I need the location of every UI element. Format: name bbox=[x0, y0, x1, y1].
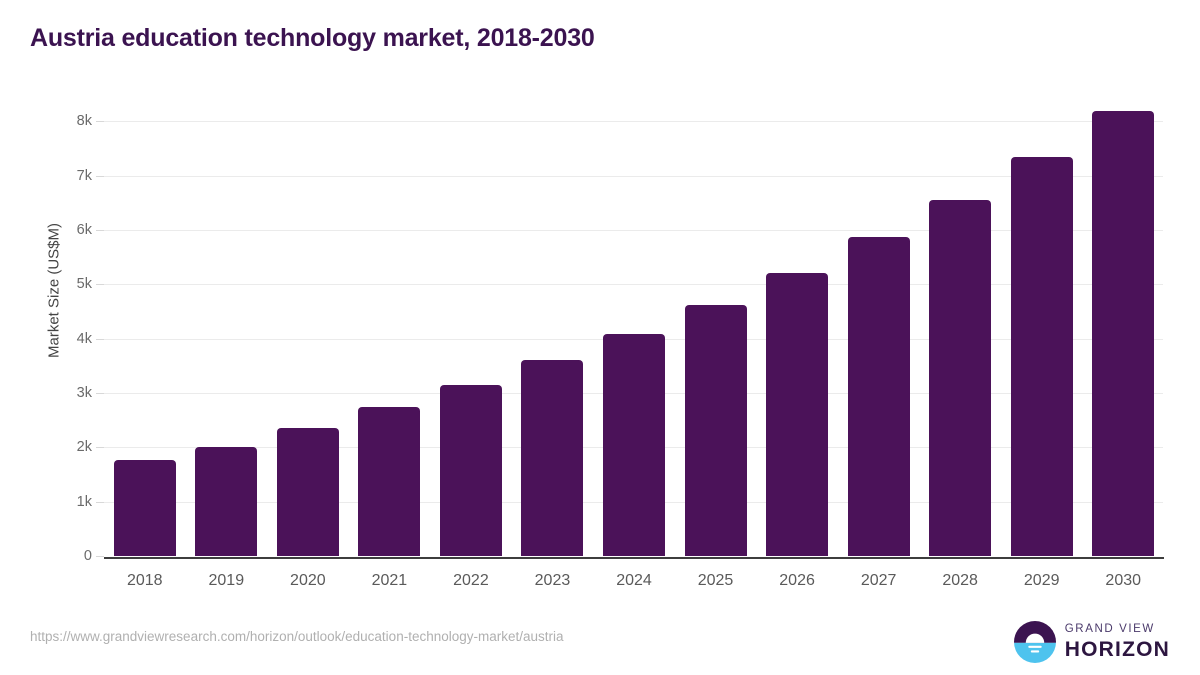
x-axis-tick-label: 2023 bbox=[534, 572, 571, 589]
bar-2024[interactable] bbox=[603, 334, 665, 556]
x-axis-tick-label: 2028 bbox=[942, 572, 978, 589]
bar-2025[interactable] bbox=[684, 304, 747, 556]
bar-2020[interactable] bbox=[276, 427, 339, 556]
bar-2030[interactable] bbox=[1092, 111, 1155, 556]
y-axis-tick-mark bbox=[96, 393, 104, 394]
bar-2028[interactable] bbox=[929, 200, 992, 556]
x-axis-tick-label: 2029 bbox=[1023, 572, 1060, 589]
y-axis-tick-mark bbox=[96, 230, 104, 232]
gridline bbox=[104, 121, 1163, 123]
y-axis-tick-label: 4k bbox=[76, 330, 92, 347]
y-axis-tick-label: 1k bbox=[76, 493, 92, 510]
y-axis-tick-label: 6k bbox=[76, 222, 92, 239]
bar-2027[interactable] bbox=[847, 237, 910, 556]
bar-2021[interactable] bbox=[358, 407, 421, 556]
x-axis-tick-label: 2019 bbox=[208, 572, 245, 589]
x-axis-tick-labels: 2018 2019 2020 2021 2022 2023 2024 2025 2026 2027… bbox=[104, 572, 1164, 596]
x-axis-tick-label: 2025 bbox=[697, 572, 734, 589]
bar-2029[interactable] bbox=[1010, 157, 1073, 556]
gridline bbox=[104, 175, 1163, 177]
x-axis-line bbox=[104, 557, 1164, 559]
y-axis-tick-mark bbox=[96, 556, 104, 557]
x-axis-tick-label: 2024 bbox=[616, 572, 652, 589]
bar-2022[interactable] bbox=[439, 384, 502, 556]
bar-2026[interactable] bbox=[766, 272, 829, 556]
y-axis-tick-label: 7k bbox=[76, 167, 92, 184]
y-axis-tick-mark bbox=[96, 447, 104, 449]
y-axis-tick-label: 5k bbox=[76, 276, 92, 293]
y-axis-tick-mark bbox=[96, 121, 104, 123]
gridline bbox=[104, 284, 1163, 286]
gridline bbox=[104, 230, 1163, 232]
bars-group bbox=[104, 0, 1164, 675]
grand-view-horizon-logo[interactable]: GRAND VIEW HORIZON bbox=[1013, 620, 1170, 664]
y-axis-tick-label: 0 bbox=[83, 548, 92, 564]
x-axis-tick-label: 2021 bbox=[371, 572, 408, 589]
horizon-circle-icon bbox=[1013, 621, 1056, 663]
logo-line-horizon: HORIZON bbox=[1064, 638, 1170, 662]
y-axis-tick-label: 8k bbox=[76, 113, 92, 130]
x-axis-tick-label: 2030 bbox=[1105, 572, 1142, 589]
y-axis-tick-label: 2k bbox=[76, 439, 92, 456]
x-axis-tick-label: 2020 bbox=[290, 572, 326, 589]
bar-2018[interactable] bbox=[113, 459, 176, 556]
y-axis-tick-mark bbox=[96, 284, 104, 286]
bar-2023[interactable] bbox=[521, 360, 584, 556]
y-axis-tick-mark bbox=[96, 501, 104, 503]
source-url[interactable]: https://www.grandviewresearch.com/horizo… bbox=[30, 629, 564, 644]
logo-line-grand-view: GRAND VIEW bbox=[1064, 622, 1155, 635]
logo-wordmark: GRAND VIEW HORIZON bbox=[1064, 622, 1170, 662]
x-axis-tick-label: 2026 bbox=[779, 572, 815, 589]
x-axis-tick-label: 2022 bbox=[453, 572, 489, 589]
page-title: Austria education technology market, 201… bbox=[30, 24, 595, 52]
y-axis-tick-mark bbox=[96, 175, 104, 177]
x-axis-tick-label: 2018 bbox=[126, 572, 163, 589]
y-axis-tick-label: 3k bbox=[76, 385, 92, 401]
y-axis-tick-mark bbox=[96, 338, 104, 340]
y-axis-tick-labels: 0 1k 2k 3k 4k 5k 6k 7k 8k bbox=[38, 0, 92, 675]
bar-2019[interactable] bbox=[195, 446, 258, 556]
x-axis-tick-label: 2027 bbox=[860, 572, 897, 589]
